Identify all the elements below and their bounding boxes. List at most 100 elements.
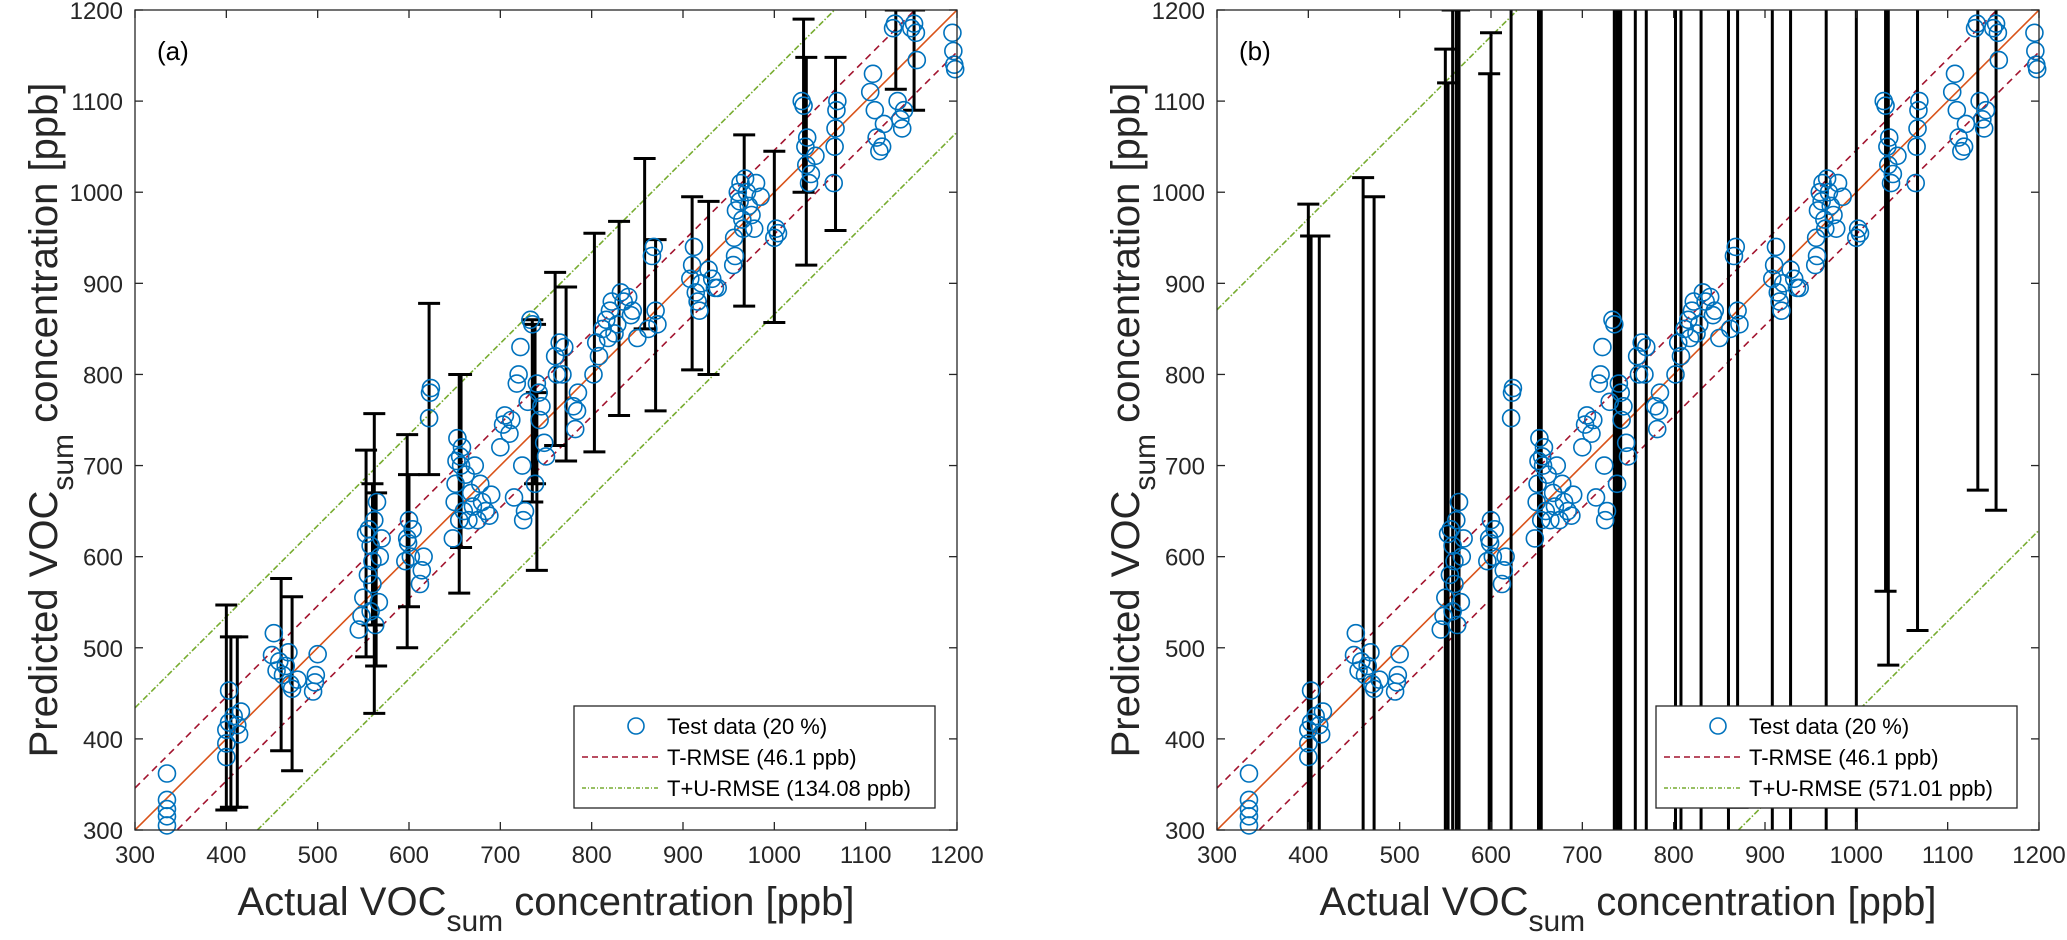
data-point — [1784, 269, 1804, 289]
data-point — [217, 747, 236, 767]
data-point — [564, 397, 583, 416]
data-point — [872, 137, 892, 156]
data-point — [308, 644, 327, 664]
t-rmse-upper-line — [135, 10, 917, 789]
data-point — [553, 365, 572, 384]
data-point — [1313, 702, 1333, 721]
errorbar — [398, 473, 420, 609]
legend-marker-icon — [627, 717, 645, 735]
legend-label: T-RMSE (46.1 ppb) — [667, 745, 857, 770]
data-point — [1883, 164, 1903, 184]
data-point — [1594, 456, 1614, 475]
panel-label: (a) — [157, 36, 189, 66]
y-tick-label: 400 — [83, 727, 123, 754]
data-point — [1593, 337, 1612, 357]
data-point — [1301, 681, 1321, 700]
data-point — [372, 529, 391, 548]
data-point — [865, 100, 885, 120]
data-point — [1614, 397, 1633, 416]
errorbar — [1985, 10, 2008, 512]
x-axis-title-subscript: sum — [446, 905, 503, 938]
data-point — [1364, 679, 1384, 699]
data-point — [1496, 547, 1515, 566]
data-point — [1671, 346, 1691, 366]
data-point — [525, 474, 545, 494]
y-tick-label: 700 — [83, 454, 123, 481]
errorbar — [1726, 10, 1730, 830]
data-point — [1675, 319, 1694, 339]
data-point — [945, 59, 965, 79]
data-point — [1531, 510, 1551, 530]
data-point — [733, 219, 753, 238]
data-point — [1388, 665, 1408, 685]
data-point — [1390, 644, 1409, 664]
data-point — [702, 269, 722, 289]
y-axis-title-suffix: concentration [ppb] — [1104, 83, 1148, 434]
data-point — [863, 64, 883, 84]
data-point — [1447, 615, 1467, 635]
data-point — [421, 378, 441, 398]
data-point — [1680, 328, 1700, 348]
data-point — [1763, 269, 1782, 289]
y-tick-label: 900 — [1165, 271, 1205, 298]
y-tick-label: 300 — [1165, 818, 1205, 845]
data-point — [567, 401, 587, 421]
y-tick-label: 700 — [1165, 454, 1205, 481]
data-point — [1530, 428, 1549, 448]
x-tick-label: 900 — [663, 842, 703, 869]
data-point — [1879, 128, 1899, 147]
legend-label: T+U-RMSE (134.08 ppb) — [667, 776, 911, 801]
errorbar — [795, 55, 818, 267]
data-point — [1600, 392, 1620, 412]
y-tick-label: 800 — [1165, 362, 1205, 389]
data-point — [1833, 187, 1852, 207]
data-point — [1649, 401, 1669, 421]
errorbar — [544, 270, 567, 448]
t-rmse-lower-line — [175, 51, 957, 830]
data-point — [1635, 365, 1654, 384]
data-point — [1605, 315, 1624, 334]
data-point — [1301, 713, 1321, 732]
data-point — [447, 451, 466, 471]
data-point — [1906, 173, 1925, 193]
data-point — [644, 237, 664, 257]
data-point — [1573, 438, 1592, 457]
x-tick-label: 1000 — [1830, 842, 1883, 869]
x-axis-title: Actual VOCsum concentration [ppb] — [1319, 880, 1936, 938]
errorbar — [583, 231, 606, 454]
data-point — [513, 510, 533, 530]
y-axis-title-subscript: sum — [47, 434, 80, 491]
data-point — [470, 474, 490, 494]
data-point — [598, 328, 618, 348]
data-point — [1728, 301, 1747, 320]
data-point — [628, 328, 647, 348]
data-point — [797, 128, 817, 147]
data-point — [365, 615, 385, 635]
errorbar — [1644, 10, 1648, 830]
data-point — [306, 665, 326, 685]
data-point — [746, 173, 766, 193]
data-point — [646, 301, 665, 320]
errorbar — [270, 577, 293, 753]
data-point — [723, 255, 743, 275]
data-point — [1612, 410, 1631, 430]
data-point — [401, 547, 421, 566]
data-point — [826, 119, 845, 138]
data-point — [860, 82, 880, 102]
data-point — [1525, 529, 1545, 548]
y-tick-label: 1200 — [70, 0, 123, 25]
x-tick-label: 600 — [389, 842, 429, 869]
data-point — [1309, 715, 1329, 735]
data-point — [1529, 451, 1548, 471]
identity-line — [1217, 10, 2039, 830]
data-point — [1536, 501, 1556, 521]
errorbar — [524, 322, 547, 486]
data-point — [504, 488, 524, 507]
data-point — [1299, 734, 1318, 753]
data-point — [944, 41, 963, 61]
data-point — [157, 790, 177, 810]
tu-rmse-upper-line — [135, 10, 836, 709]
data-point — [364, 510, 384, 530]
data-point — [267, 661, 286, 680]
data-point — [607, 315, 627, 334]
